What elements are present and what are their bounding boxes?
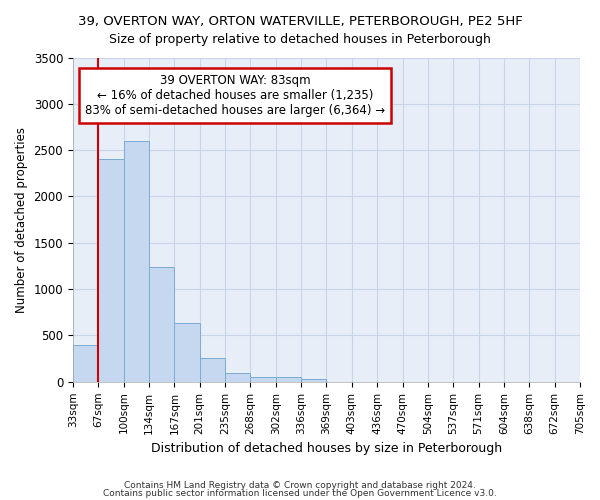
Bar	[200, 358, 225, 382]
Text: Size of property relative to detached houses in Peterborough: Size of property relative to detached ho…	[109, 32, 491, 46]
Bar	[149, 267, 175, 382]
Bar	[124, 141, 149, 382]
Y-axis label: Number of detached properties: Number of detached properties	[15, 126, 28, 312]
Bar	[225, 374, 250, 382]
Text: Contains public sector information licensed under the Open Government Licence v3: Contains public sector information licen…	[103, 489, 497, 498]
Bar	[175, 322, 200, 382]
Bar	[276, 377, 301, 382]
Text: Contains HM Land Registry data © Crown copyright and database right 2024.: Contains HM Land Registry data © Crown c…	[124, 480, 476, 490]
Text: 39 OVERTON WAY: 83sqm
← 16% of detached houses are smaller (1,235)
83% of semi-d: 39 OVERTON WAY: 83sqm ← 16% of detached …	[85, 74, 385, 116]
Text: 39, OVERTON WAY, ORTON WATERVILLE, PETERBOROUGH, PE2 5HF: 39, OVERTON WAY, ORTON WATERVILLE, PETER…	[77, 15, 523, 28]
X-axis label: Distribution of detached houses by size in Peterborough: Distribution of detached houses by size …	[151, 442, 502, 455]
Bar	[301, 378, 326, 382]
Bar	[250, 376, 276, 382]
Bar	[73, 345, 98, 382]
Bar	[98, 160, 124, 382]
